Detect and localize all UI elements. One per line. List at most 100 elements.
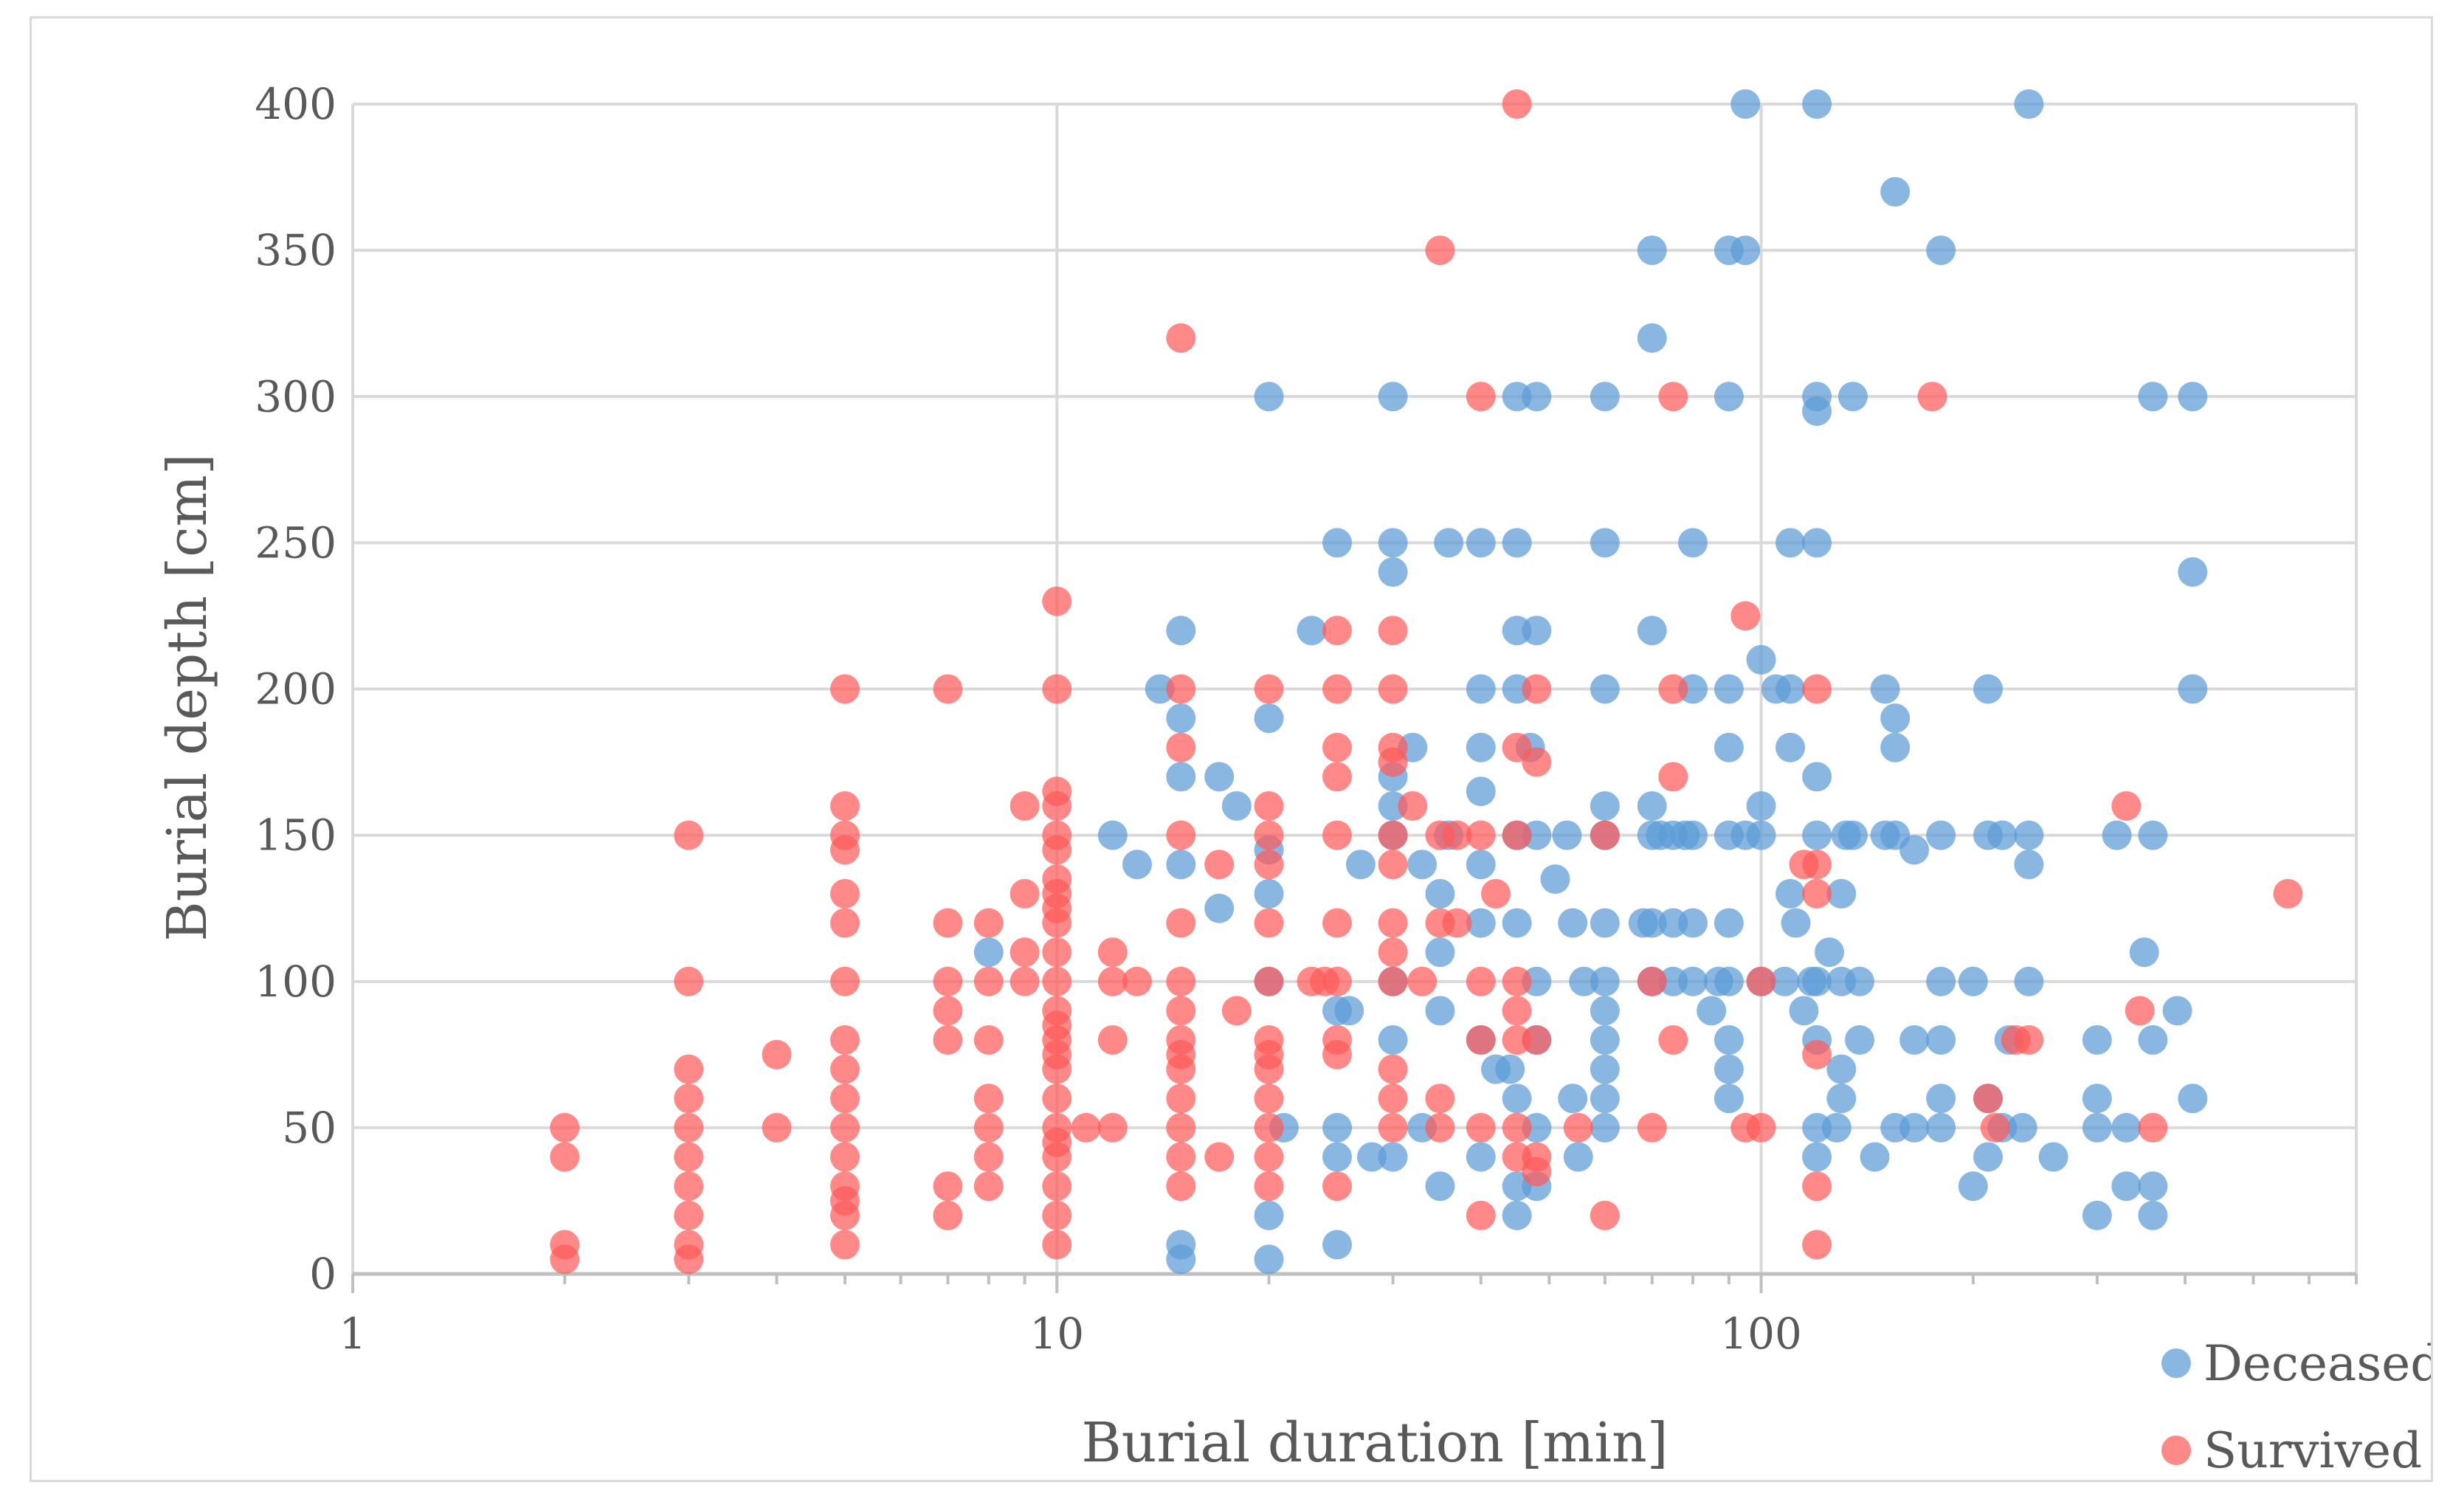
point-deceased bbox=[1637, 616, 1667, 646]
point-survived bbox=[1010, 878, 1040, 909]
point-survived bbox=[1378, 937, 1408, 968]
point-survived bbox=[674, 1200, 704, 1230]
point-deceased bbox=[2082, 1084, 2112, 1114]
point-survived bbox=[1502, 996, 1532, 1026]
point-deceased bbox=[1637, 791, 1667, 821]
point-deceased bbox=[1926, 966, 1956, 996]
point-deceased bbox=[2138, 382, 2168, 412]
legend-label-deceased: Deceased bbox=[2204, 1335, 2431, 1392]
point-deceased bbox=[1926, 1112, 1956, 1143]
point-survived bbox=[1425, 1112, 1455, 1143]
point-survived bbox=[1254, 1142, 1284, 1172]
point-survived bbox=[2138, 1112, 2168, 1143]
point-deceased bbox=[1899, 1025, 1930, 1055]
point-deceased bbox=[1746, 644, 1776, 675]
x-tick-label-10: 10 bbox=[1029, 1309, 1084, 1359]
point-survived bbox=[674, 966, 704, 996]
point-survived bbox=[973, 1142, 1004, 1172]
point-deceased bbox=[2138, 1171, 2168, 1202]
point-survived bbox=[1378, 674, 1408, 704]
point-deceased bbox=[1466, 850, 1496, 880]
point-deceased bbox=[1880, 703, 1911, 734]
point-deceased bbox=[1522, 616, 1552, 646]
point-survived bbox=[830, 1112, 860, 1143]
point-survived bbox=[1254, 850, 1284, 880]
point-survived bbox=[1204, 850, 1235, 880]
point-survived bbox=[973, 1112, 1004, 1143]
point-survived bbox=[1378, 850, 1408, 880]
point-survived bbox=[933, 674, 963, 704]
point-deceased bbox=[1973, 1142, 2004, 1172]
point-deceased bbox=[1714, 382, 1744, 412]
point-survived bbox=[1042, 791, 1072, 821]
point-survived bbox=[2125, 996, 2155, 1026]
point-deceased bbox=[1590, 1112, 1620, 1143]
point-survived bbox=[933, 1025, 963, 1055]
x-tick-labels: 1 10 100 bbox=[339, 1309, 1802, 1359]
point-deceased bbox=[1637, 235, 1667, 266]
point-survived bbox=[1322, 966, 1353, 996]
point-survived bbox=[1466, 1025, 1496, 1055]
x-tick-label-100: 100 bbox=[1720, 1309, 1802, 1359]
point-deceased bbox=[1802, 820, 1832, 850]
point-survived bbox=[1010, 937, 1040, 968]
point-deceased bbox=[1425, 1171, 1455, 1202]
point-deceased bbox=[2082, 1112, 2112, 1143]
point-survived bbox=[674, 1142, 704, 1172]
point-survived bbox=[830, 1025, 860, 1055]
point-deceased bbox=[1637, 323, 1667, 353]
point-deceased bbox=[1880, 176, 1911, 207]
point-survived bbox=[1802, 1039, 1832, 1069]
point-deceased bbox=[1254, 878, 1284, 909]
point-deceased bbox=[1204, 762, 1235, 792]
point-deceased bbox=[1770, 966, 1800, 996]
point-survived bbox=[1254, 1112, 1284, 1143]
point-deceased bbox=[2082, 1200, 2112, 1230]
point-deceased bbox=[1802, 89, 1832, 119]
point-deceased bbox=[1378, 557, 1408, 587]
point-survived bbox=[1442, 908, 1472, 938]
point-deceased bbox=[1826, 1054, 1857, 1084]
point-deceased bbox=[1166, 762, 1196, 792]
point-deceased bbox=[1502, 908, 1532, 938]
point-survived bbox=[674, 1112, 704, 1143]
point-survived bbox=[1502, 89, 1532, 119]
axes bbox=[351, 1272, 2358, 1293]
point-survived bbox=[1466, 966, 1496, 996]
point-deceased bbox=[1345, 850, 1376, 880]
point-survived bbox=[1254, 908, 1284, 938]
point-survived bbox=[1122, 966, 1153, 996]
point-survived bbox=[1166, 1112, 1196, 1143]
point-survived bbox=[1042, 1084, 1072, 1114]
point-survived bbox=[1407, 966, 1438, 996]
point-deceased bbox=[1590, 1084, 1620, 1114]
point-survived bbox=[1802, 878, 1832, 909]
point-deceased bbox=[2082, 1025, 2112, 1055]
point-deceased bbox=[2138, 1025, 2168, 1055]
point-deceased bbox=[1802, 1142, 1832, 1172]
point-deceased bbox=[1987, 820, 2018, 850]
point-survived bbox=[1980, 1112, 2010, 1143]
point-deceased bbox=[1297, 616, 1327, 646]
point-deceased bbox=[1958, 966, 1988, 996]
point-survived bbox=[1254, 1084, 1284, 1114]
point-deceased bbox=[2014, 850, 2044, 880]
point-survived bbox=[830, 1054, 860, 1084]
point-deceased bbox=[1334, 996, 1364, 1026]
point-deceased bbox=[1590, 528, 1620, 558]
x-tick-label-1: 1 bbox=[339, 1309, 367, 1359]
point-deceased bbox=[1880, 732, 1911, 762]
point-deceased bbox=[1821, 1112, 1852, 1143]
point-deceased bbox=[1466, 528, 1496, 558]
point-deceased bbox=[1322, 1142, 1353, 1172]
point-deceased bbox=[2038, 1142, 2068, 1172]
y-tick-label-300: 300 bbox=[255, 371, 337, 421]
point-survived bbox=[1522, 747, 1552, 777]
point-survived bbox=[1746, 966, 1776, 996]
point-deceased bbox=[1899, 1112, 1930, 1143]
point-survived bbox=[1502, 1112, 1532, 1143]
point-deceased bbox=[1714, 732, 1744, 762]
legend: Deceased Survived bbox=[2161, 1335, 2431, 1479]
point-deceased bbox=[1678, 966, 1708, 996]
point-survived bbox=[1502, 820, 1532, 850]
